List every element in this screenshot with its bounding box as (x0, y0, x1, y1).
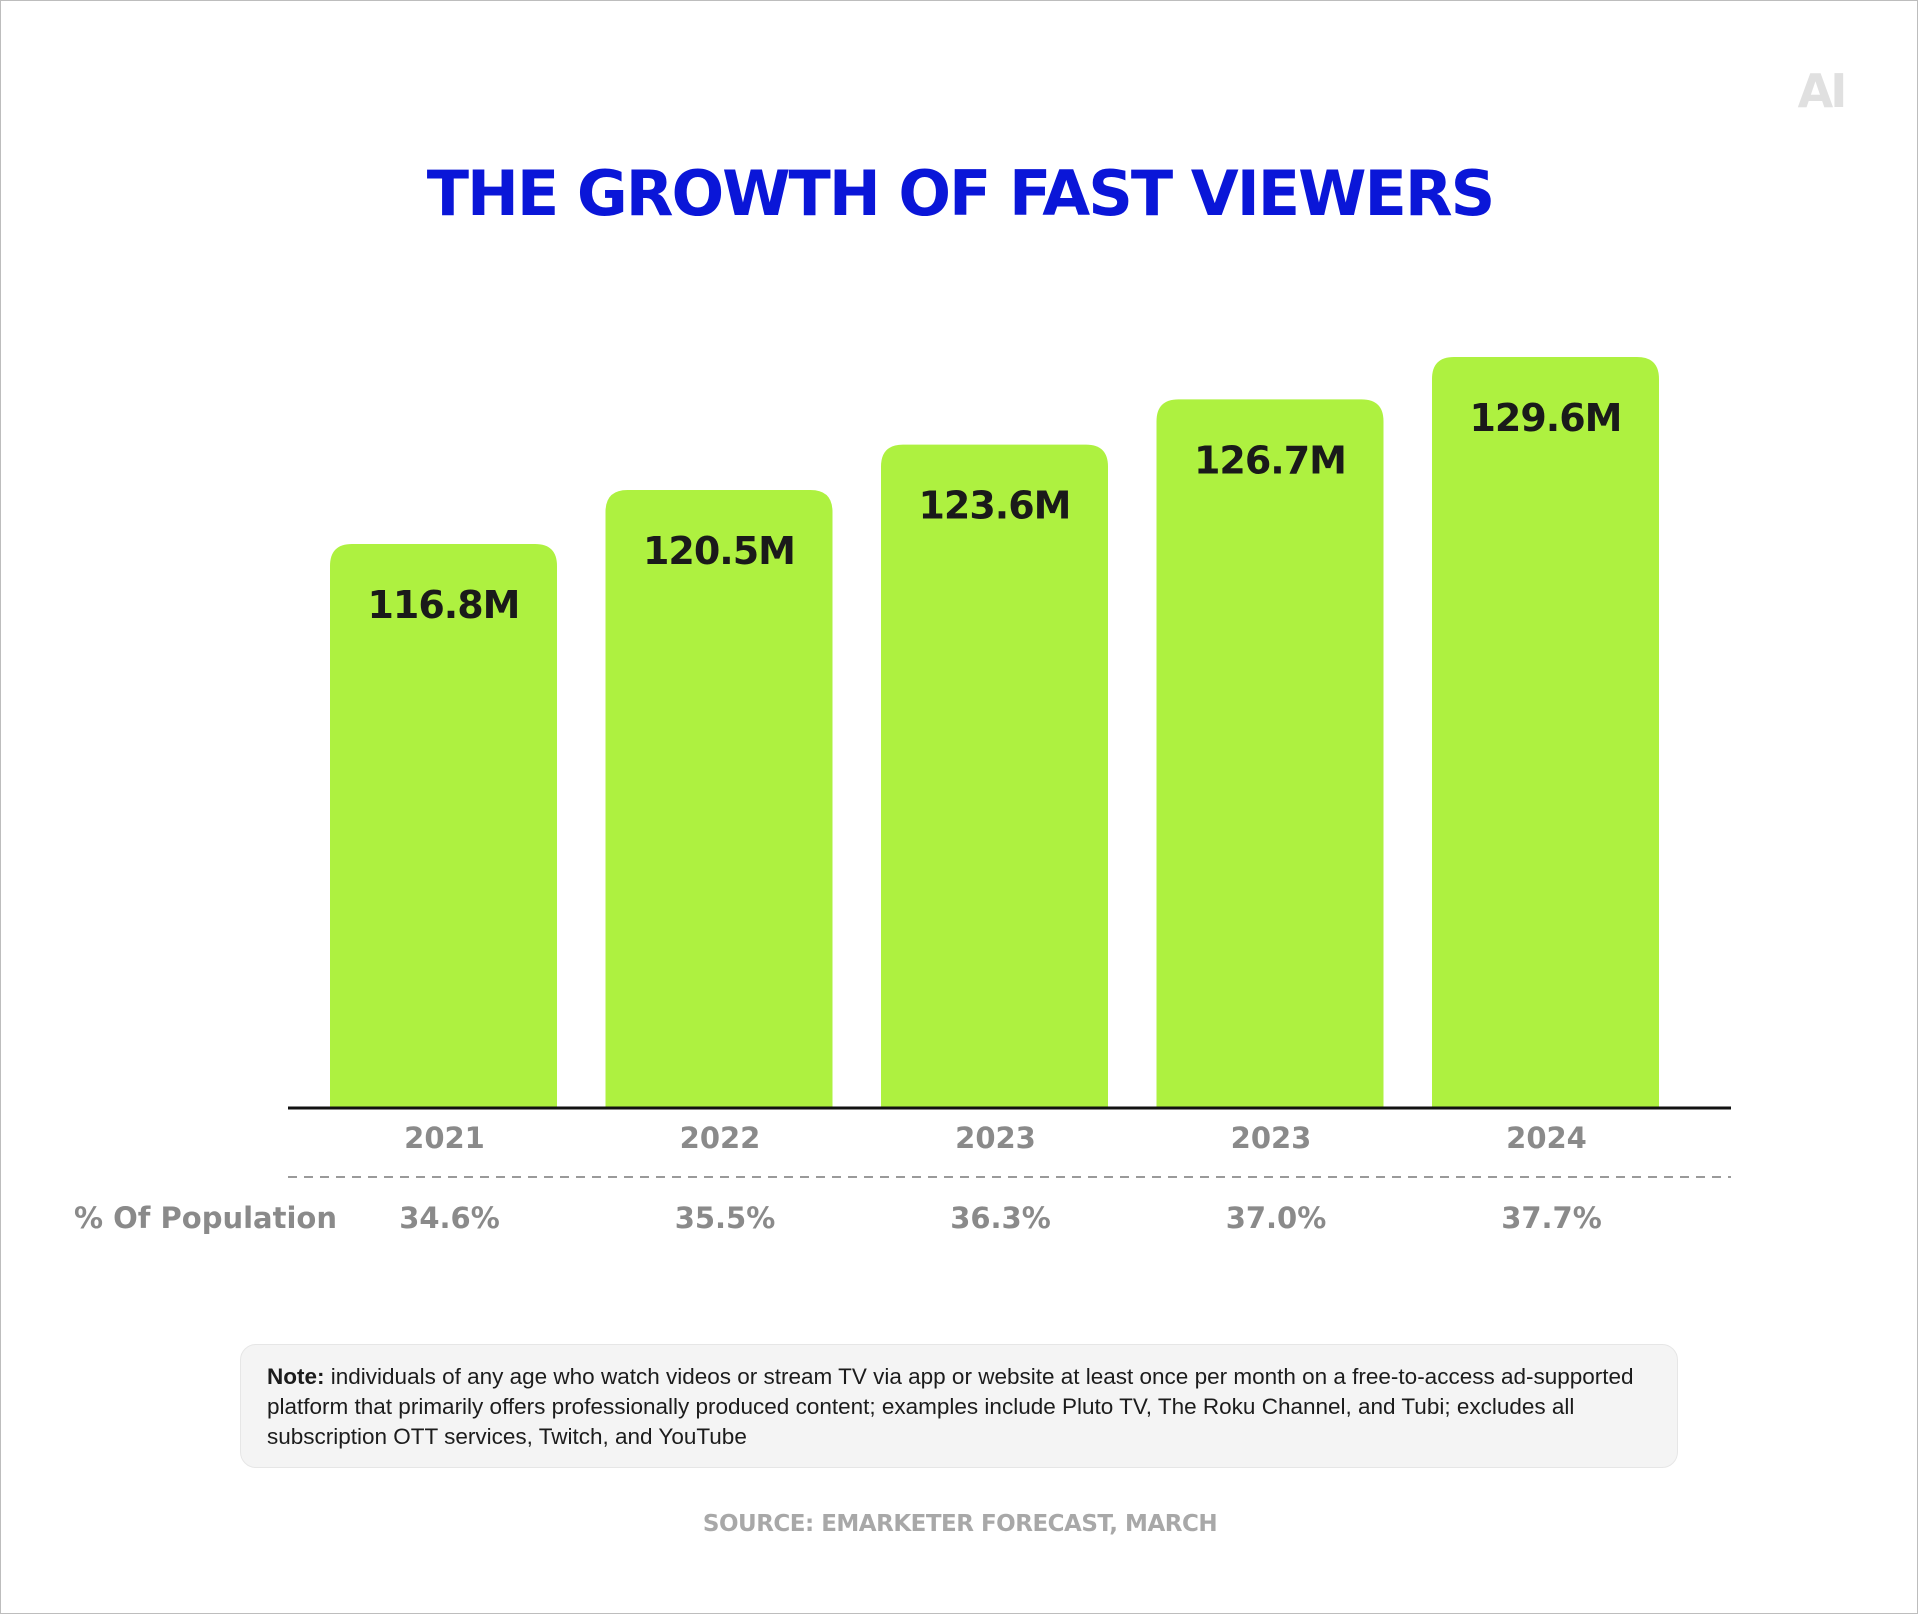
brand-logo: AI (1797, 64, 1848, 118)
bar-2021-0 (330, 544, 557, 1108)
bar-value-label: 129.6M (1469, 396, 1621, 440)
population-percent-value: 37.0% (1226, 1201, 1327, 1235)
x-tick-label: 2024 (1506, 1121, 1587, 1155)
bar-value-label: 123.6M (918, 484, 1070, 528)
note-label: Note: (267, 1364, 325, 1389)
bar-value-label: 116.8M (367, 583, 519, 627)
population-row-label: % Of Population (74, 1201, 337, 1235)
bar-value-label: 126.7M (1194, 438, 1346, 482)
source-text: SOURCE: EMARKETER FORECAST, MARCH (702, 1511, 1218, 1537)
population-percent-value: 35.5% (675, 1201, 776, 1235)
x-tick-label: 2022 (680, 1121, 761, 1155)
bar-2023-3 (1156, 399, 1384, 1108)
bar-2023-2 (881, 444, 1108, 1108)
note-text: individuals of any age who watch videos … (267, 1364, 1634, 1449)
population-percent-value: 36.3% (950, 1201, 1051, 1235)
population-percent-value: 34.6% (399, 1201, 500, 1235)
x-tick-label: 2023 (1231, 1121, 1312, 1155)
chart-title: THE GROWTH OF FAST VIEWERS (426, 157, 1496, 230)
bar-2024-4 (1432, 357, 1659, 1108)
x-tick-label: 2021 (404, 1121, 485, 1155)
x-tick-label: 2023 (955, 1121, 1036, 1155)
note-box: Note: individuals of any age who watch v… (240, 1344, 1678, 1468)
bar-2022-1 (605, 489, 833, 1108)
population-percent-value: 37.7% (1501, 1201, 1602, 1235)
bar-chart: 116.8M 2021 34.6% 120.5M 2022 35.5% 123.6M 2023… (74, 357, 1731, 1235)
bar-value-label: 120.5M (643, 529, 795, 573)
